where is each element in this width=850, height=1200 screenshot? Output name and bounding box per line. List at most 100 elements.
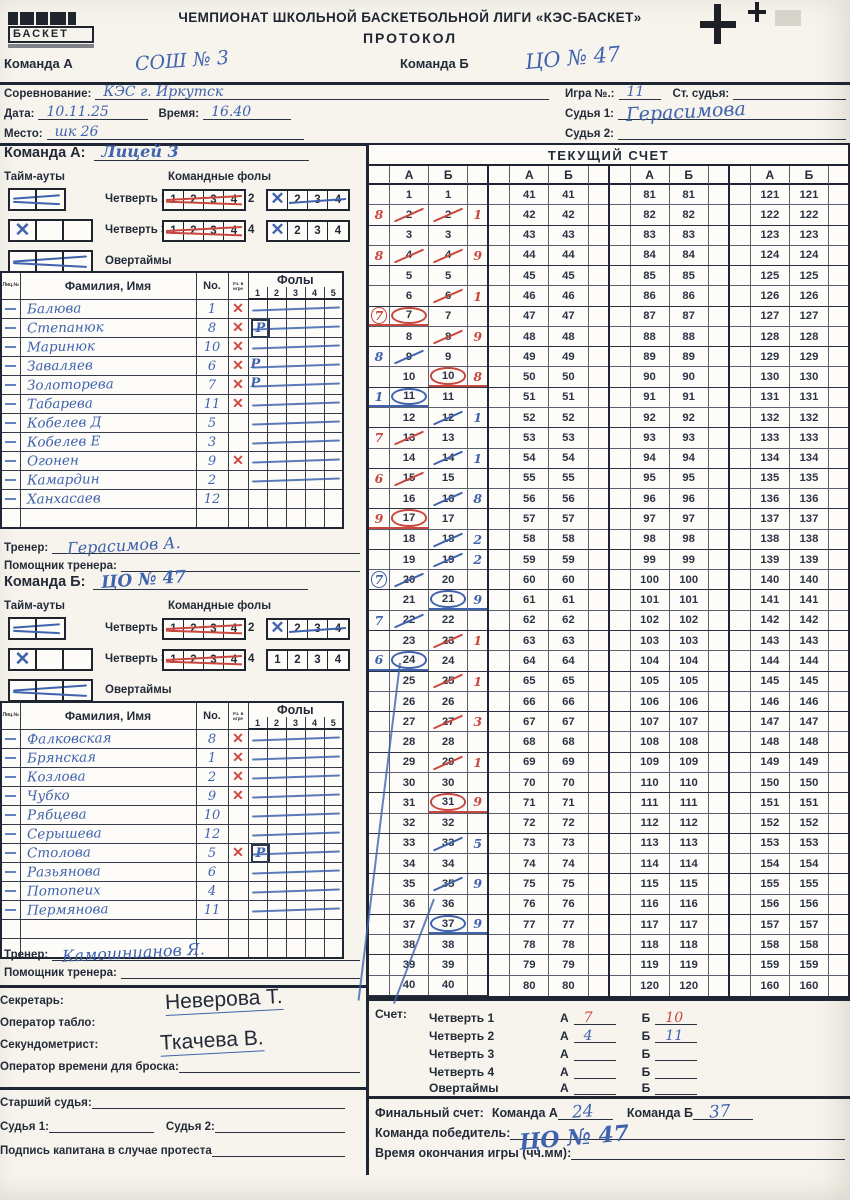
score-row: 108 108	[609, 732, 728, 753]
score-row: 60 60	[489, 570, 608, 591]
score-row: 58 58	[489, 529, 608, 550]
score-row: 133 133	[729, 428, 848, 449]
ref1-label: Судья 1:	[565, 108, 614, 120]
team-fouls-box: 234	[266, 618, 350, 640]
roster-row: Камардин 2	[0, 469, 344, 490]
score-row: 61 61	[489, 590, 608, 611]
quarter-fouls-label: Четверть 1	[105, 193, 168, 205]
team-a-roster: Лиц.№ Фамилия, Имя No. Уч. в игре Фолы 1 2 3 4 5 Б…	[0, 271, 344, 529]
team-b-section-title: Команда Б: ЦО № 47	[4, 567, 309, 600]
score-row: 82 82	[609, 205, 728, 226]
team-a-coach-field: Герасимов А.	[52, 533, 360, 558]
score-group: А Б 121 121 122 122 123 123 124 124 125 125 126 126 12…	[727, 166, 848, 996]
score-group: А Б 41 41 42 42 43 43 44 44 45 45 46 46 47 47 48 48 49 49 50…	[487, 166, 608, 996]
protest-field	[211, 1145, 345, 1157]
roster-row	[0, 507, 344, 528]
team-b-roster: Лиц.№ Фамилия, Имя No. Уч. в игре Фолы 1 2 3 4 5 Ф…	[0, 701, 344, 959]
quarters-label: Счет:	[375, 1007, 407, 1021]
score-row: 55 55	[489, 468, 608, 490]
score-row: 111 111	[609, 793, 728, 814]
score-row: 62 62	[489, 610, 608, 632]
winner-row: Команда победитель:	[375, 1125, 845, 1140]
senior-ref-sign-line: Старший судья:	[0, 1097, 345, 1109]
team-b-name-field: ЦО № 47	[93, 567, 309, 593]
roster-row: Столова 5 ✕ Р	[0, 842, 344, 863]
score-row: 40 40	[369, 975, 488, 996]
roster-row: Заваляев 6 ✕ Р	[0, 355, 344, 376]
score-row: 120 120	[610, 975, 728, 996]
date-label: Дата:	[4, 108, 35, 120]
score-row: 49 49	[489, 347, 608, 368]
score-row: 84 84	[609, 245, 728, 267]
score-row: 12 12 1	[369, 408, 488, 429]
quarter-fouls-label: Четверть 3	[105, 224, 168, 236]
score-row: 142 142	[729, 610, 848, 632]
score-row: 135 135	[729, 468, 848, 490]
score-row: 106 106	[609, 691, 728, 713]
roster-row: Потопеих 4	[0, 880, 344, 901]
game-no-field: 11	[618, 84, 661, 100]
q2-a-field: 4	[573, 1028, 616, 1044]
score-row: 47 47	[489, 306, 608, 327]
score-row: 69 69	[489, 752, 608, 773]
ot-b-field	[655, 1081, 698, 1095]
score-row: 126 126	[729, 286, 848, 307]
score-row: 144 144	[729, 651, 848, 672]
score-row: 97 97	[609, 509, 728, 530]
score-row: 92 92	[609, 408, 728, 429]
score-row: 115 115	[609, 874, 728, 895]
score-row: 140 140	[729, 570, 848, 591]
score-row: 153 153	[729, 833, 848, 855]
scoreboard-operator-label: Оператор табло:	[0, 1017, 96, 1029]
score-row: 23 23 1	[369, 631, 488, 652]
overtimes-row: Овертаймы А Б	[429, 1077, 698, 1095]
score-row: 72 72	[489, 813, 608, 834]
score-row: 151 151	[729, 793, 848, 814]
score-row: 136 136	[729, 489, 848, 510]
quarter-fouls-label: Четверть 1	[105, 622, 168, 634]
final-b-field: 37	[692, 1101, 753, 1123]
rule-referees-top	[0, 1087, 366, 1090]
league-title: ЧЕМПИОНАТ ШКОЛЬНОЙ БАСКЕТБОЛЬНОЙ ЛИГИ «К…	[178, 10, 642, 25]
score-row: 9 17 17	[369, 509, 488, 530]
team-b-coach-field: Камошнианов Я.	[52, 939, 360, 966]
place-field: шк 26	[46, 124, 304, 140]
score-row: 14 14 1	[369, 448, 488, 469]
score-row: 146 146	[729, 691, 848, 713]
score-group: А Б 1 1 8 2 2 1 3 3 8 4 4 9 5 5 6 6 1 7 7 7 8 8 9 8 9 9 10 10 8 1 11 11 12…	[357, 166, 488, 1004]
score-row: 117 117	[609, 914, 728, 936]
quarter-fouls-label: 2	[248, 193, 255, 205]
endtime-field	[571, 1145, 845, 1160]
timekeeper-signature: Ткачева В.	[159, 1026, 265, 1057]
score-row: 53 53	[489, 428, 608, 449]
team-a-section-title: Команда А: Лицей 3	[4, 142, 309, 171]
protest-line: Подпись капитана в случае протеста	[0, 1145, 345, 1157]
score-row: 95 95	[609, 468, 728, 490]
score-row: 155 155	[729, 874, 848, 895]
score-row: 134 134	[729, 448, 848, 469]
rule-officials-top	[0, 985, 366, 988]
score-row: 157 157	[729, 914, 848, 936]
score-row: 30 30	[369, 772, 488, 794]
q3-b-field	[655, 1047, 698, 1061]
timeout-box	[8, 219, 93, 242]
score-row: 76 76	[489, 894, 608, 915]
time-label: Время:	[158, 108, 200, 120]
score-row: 101 101	[609, 590, 728, 611]
timeout-box	[8, 617, 66, 640]
ref2-sign-field	[214, 1121, 345, 1133]
header: БАСКЕТ ЧЕМПИОНАТ ШКОЛЬНОЙ БАСКЕТБОЛЬНОЙ …	[0, 0, 850, 82]
team-b-coach-line: Тренер: Камошнианов Я.	[0, 939, 360, 966]
score-row: 154 154	[729, 854, 848, 875]
